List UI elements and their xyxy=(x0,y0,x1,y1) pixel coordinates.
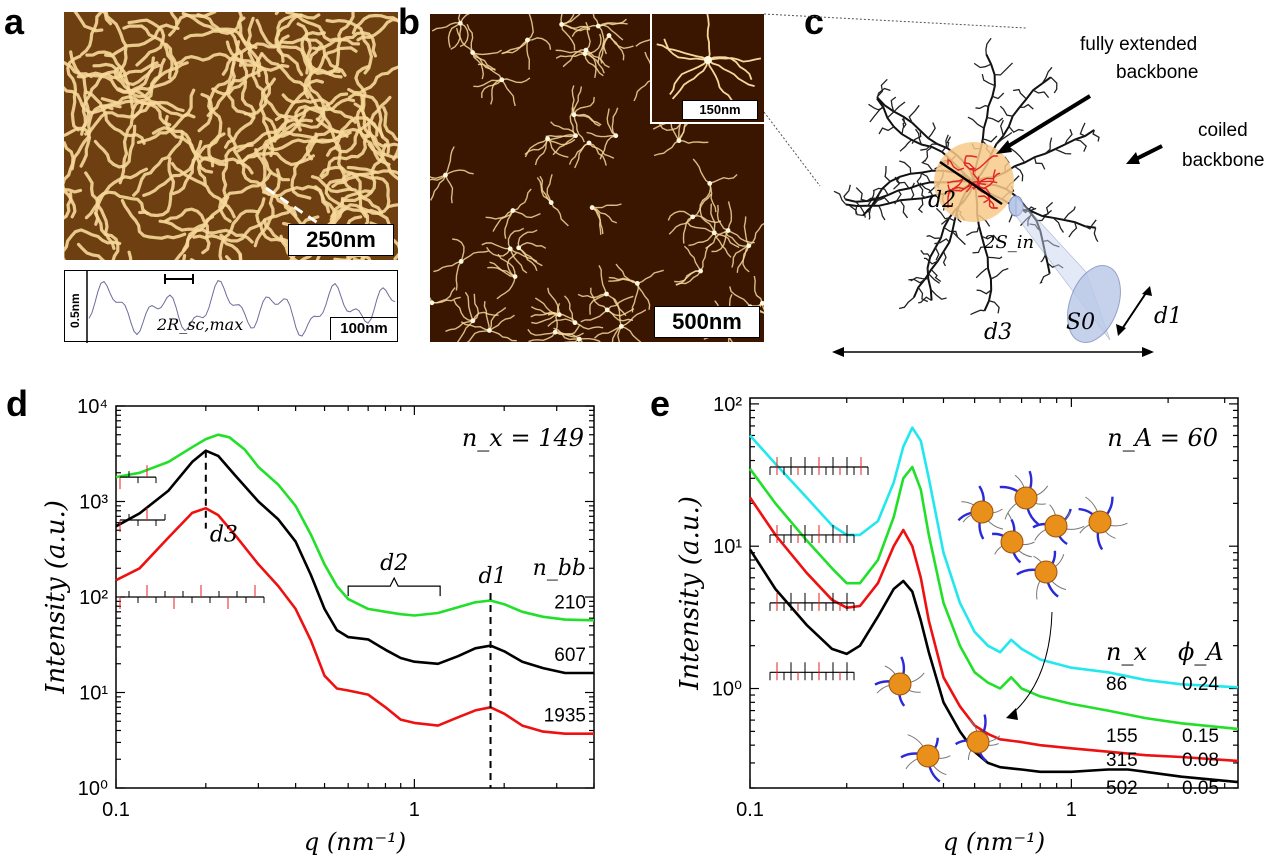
profile-trace xyxy=(88,279,396,337)
scale-bar-label-a: 250nm xyxy=(288,224,394,256)
core-tangle xyxy=(947,155,1001,209)
phi-header: ϕ_A xyxy=(1178,638,1224,666)
y-tick-label: 10⁰ xyxy=(712,679,742,701)
nbb-header: n_bb xyxy=(533,556,586,581)
y-axis-label: Intensity (a.u.) xyxy=(675,496,705,691)
callout-coiled-1: coiled xyxy=(1198,120,1248,141)
panel-b-label: b xyxy=(398,1,420,42)
d2-brace xyxy=(347,576,441,597)
callout-extended-2: backbone xyxy=(1116,62,1199,83)
s0-ellipse xyxy=(1067,265,1121,343)
series-line-red xyxy=(748,496,1239,763)
series-line-black xyxy=(748,548,1239,784)
panel-c-label: c xyxy=(804,1,825,42)
label-d2: d2 xyxy=(928,188,957,213)
bead-core xyxy=(1014,486,1038,510)
panel-d-label: d xyxy=(6,383,28,424)
x-axis-label: q (nm⁻¹) xyxy=(943,828,1045,856)
bead-core xyxy=(1000,530,1024,554)
bead-core xyxy=(916,744,940,768)
nx-header: n_x xyxy=(1106,638,1147,666)
d3-annotation: d3 xyxy=(210,523,238,548)
scale-bar-label-b: 500nm xyxy=(654,306,760,338)
x-tick-label: 0.1 xyxy=(102,799,130,821)
coiled-arrow xyxy=(1133,144,1163,162)
profile-x-scale: 100nm xyxy=(330,317,397,340)
d2-annotation: d2 xyxy=(380,551,408,576)
d1-annotation: d1 xyxy=(479,564,507,589)
label-d1: d1 xyxy=(1154,304,1183,329)
callout-coiled-2: backbone xyxy=(1182,150,1265,171)
phi-value: 0.08 xyxy=(1182,750,1219,771)
height-profile: 0.5nm 2R_sc,max 100nm xyxy=(64,270,398,343)
x-tick-label: 1 xyxy=(409,799,420,821)
chart-d-header: n_x = 149 xyxy=(462,424,584,452)
y-tick-label: 10³ xyxy=(79,492,108,514)
phi-value: 0.24 xyxy=(1182,674,1219,695)
x-tick-label: 0.1 xyxy=(736,799,764,821)
afm-inset-b: 150nm xyxy=(650,14,764,124)
y-tick-label: 10⁴ xyxy=(77,396,108,418)
extended-arrow xyxy=(1000,94,1092,152)
nx-value: 155 xyxy=(1106,726,1138,747)
bead-core xyxy=(1088,510,1112,534)
panel-a-label: a xyxy=(4,1,25,42)
chart-d: 0.1 1 10⁰ 10¹ 10² 10³ 10⁴ q (nm⁻¹) Intensity (a.… xyxy=(41,396,595,856)
label-s0: S0 xyxy=(1066,310,1096,335)
d2-arrow xyxy=(939,160,1003,206)
nx-value: 315 xyxy=(1106,750,1138,771)
series-end-label: 1935 xyxy=(544,706,586,727)
afm-image-b: 150nm 500nm xyxy=(430,14,764,342)
plot-frame xyxy=(749,397,1239,789)
y-axis-label: Intensity (a.u.) xyxy=(41,500,71,695)
y-tick-label: 10² xyxy=(79,587,108,609)
callout-extended-1: fully extended xyxy=(1080,34,1198,55)
series-line-red xyxy=(115,506,594,735)
nx-value: 502 xyxy=(1106,778,1138,799)
chart-e-header: n_A = 60 xyxy=(1107,424,1218,452)
series-line-green xyxy=(748,465,1239,731)
phi-value: 0.05 xyxy=(1182,778,1219,799)
inset-scale-bar-label: 150nm xyxy=(682,100,758,120)
chart-e: 0.1 1 10⁰ 10¹ 10² q (nm⁻¹) Intensity (a.u.) n_A… xyxy=(675,394,1239,856)
bottlebrush-schematic xyxy=(764,13,1163,357)
series-end-label: 607 xyxy=(554,645,586,666)
phi-value: 0.15 xyxy=(1182,726,1219,747)
d1-arrow xyxy=(1119,289,1149,333)
series-line-green xyxy=(115,433,595,622)
transition-arrow xyxy=(1011,611,1053,715)
label-2s-in: 2S_in xyxy=(984,232,1035,253)
series-line-black xyxy=(115,449,594,675)
y-tick-label: 10⁰ xyxy=(78,778,108,800)
bead-core xyxy=(970,500,994,524)
label-d3: d3 xyxy=(984,320,1013,345)
profile-annotation: 2R_sc,max xyxy=(157,315,244,334)
y-tick-label: 10² xyxy=(713,394,742,416)
y-tick-label: 10¹ xyxy=(79,683,108,705)
bead-core xyxy=(1034,560,1058,584)
bead-core xyxy=(888,672,912,696)
bead-core xyxy=(1044,514,1068,538)
series-end-label: 210 xyxy=(554,592,586,613)
nx-value: 86 xyxy=(1106,674,1127,695)
profile-y-scale: 0.5nm xyxy=(68,293,82,328)
x-tick-label: 1 xyxy=(1066,799,1077,821)
panel-e-label: e xyxy=(650,383,671,424)
x-axis-label: q (nm⁻¹) xyxy=(304,828,406,856)
y-tick-label: 10¹ xyxy=(713,536,742,558)
bead-core xyxy=(966,730,990,754)
afm-image-a: 250nm xyxy=(64,12,398,260)
